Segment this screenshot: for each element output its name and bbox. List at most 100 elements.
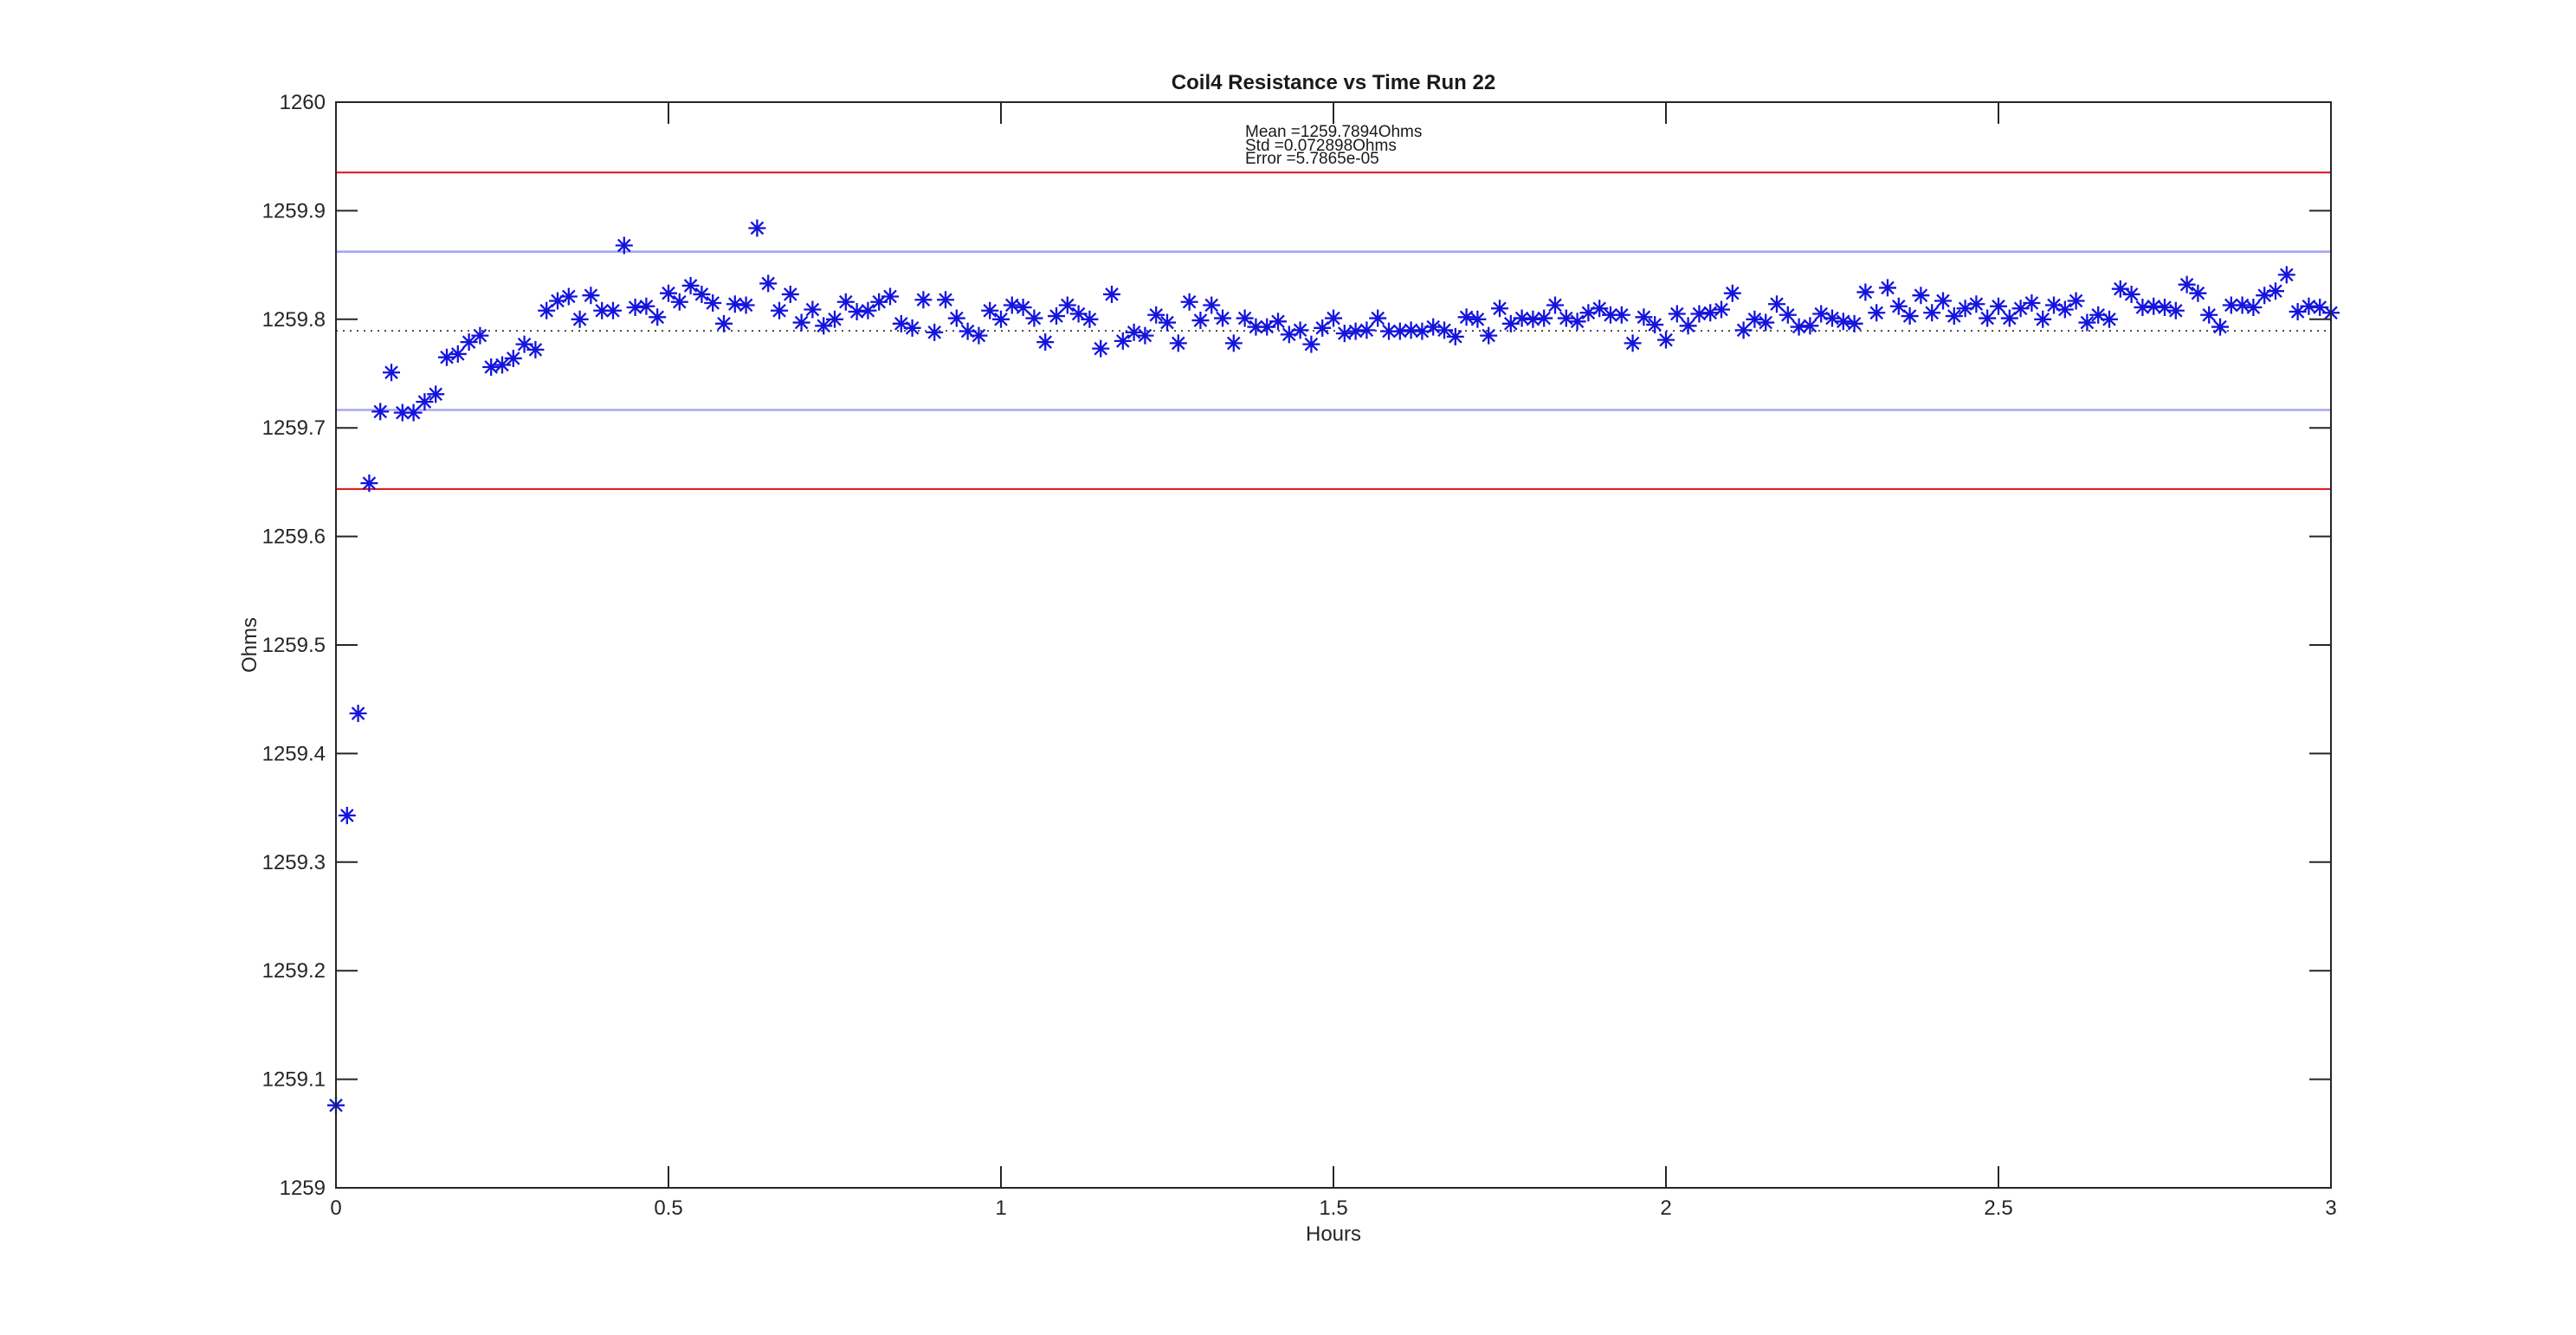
x-tick-label: 2 (1660, 1196, 1671, 1220)
data-point-marker (649, 308, 667, 326)
data-point-marker (526, 340, 545, 358)
x-tick-label: 1 (995, 1196, 1006, 1220)
data-point-marker (1491, 300, 1508, 318)
data-point-marker (2277, 266, 2295, 284)
data-point-marker (2056, 300, 2074, 319)
data-point-marker (970, 326, 988, 345)
data-point-marker (1713, 300, 1730, 319)
data-point-marker (1790, 318, 1808, 336)
data-point-marker (1335, 325, 1353, 343)
data-point-marker (670, 293, 688, 311)
data-point-marker (748, 219, 766, 237)
data-point-marker (604, 301, 623, 319)
x-tick-label: 1.5 (1319, 1196, 1347, 1220)
data-point-marker (2101, 310, 2118, 328)
data-point-marker (1591, 300, 1609, 318)
data-point-marker (482, 358, 500, 376)
data-point-marker (2089, 306, 2108, 324)
data-point-marker (471, 326, 489, 345)
y-tick-label: 1259.8 (262, 308, 326, 332)
data-point-marker (1269, 313, 1287, 331)
x-tick-label: 2.5 (1984, 1196, 2012, 1220)
data-point-marker (1801, 317, 1819, 335)
y-tick-label: 1259.4 (262, 742, 326, 765)
data-point-marker (1579, 304, 1598, 322)
data-point-marker (1934, 292, 1952, 310)
data-point-marker (1136, 326, 1154, 345)
data-point-marker (1346, 322, 1365, 340)
data-point-marker (549, 292, 566, 310)
data-point-marker (2166, 301, 2185, 319)
y-tick-label: 1259.3 (262, 851, 326, 874)
data-point-marker (1036, 333, 1055, 351)
data-point-marker (1501, 314, 1520, 332)
x-axis-label: Hours (1306, 1222, 1361, 1246)
chart-title: Coil4 Resistance vs Time Run 22 (1172, 71, 1495, 94)
data-point-marker (404, 403, 423, 422)
data-point-marker (2000, 309, 2018, 327)
data-point-marker (759, 274, 778, 293)
plot-border (335, 101, 2332, 1189)
data-point-marker (2211, 318, 2229, 336)
data-point-marker (1147, 306, 1165, 324)
data-point-marker (1746, 310, 1764, 328)
data-point-marker (1081, 310, 1099, 328)
data-point-marker (2122, 285, 2140, 303)
data-point-marker (371, 403, 390, 421)
data-point-marker (1979, 309, 1997, 327)
data-point-marker (1446, 327, 1464, 345)
axes-layer (335, 101, 2332, 1189)
data-point-marker (1990, 297, 2007, 315)
data-point-marker (1845, 314, 1863, 332)
data-point-marker (2233, 296, 2251, 314)
data-point-marker (2134, 299, 2152, 317)
y-tick-label: 1259.1 (262, 1068, 326, 1092)
data-point-marker (494, 356, 511, 374)
data-point-marker (1203, 296, 1221, 314)
data-point-marker (2244, 299, 2263, 317)
data-point-marker (1180, 293, 1198, 311)
data-point-marker (2111, 280, 2129, 298)
data-point-marker (1402, 321, 1420, 339)
data-point-marker (981, 301, 999, 319)
data-point-marker (1568, 313, 1586, 331)
data-point-marker (1048, 307, 1065, 326)
x-tick-label: 3 (2325, 1196, 2336, 1220)
data-point-marker (1668, 305, 1686, 323)
data-point-marker (626, 299, 644, 317)
data-point-marker (992, 310, 1010, 328)
data-point-marker (1624, 334, 1642, 352)
data-point-marker (593, 301, 611, 319)
data-point-marker (1701, 304, 1720, 322)
data-point-marker (1247, 318, 1265, 336)
data-point-marker (615, 236, 633, 255)
data-point-marker (1602, 306, 1619, 324)
data-point-marker (859, 301, 877, 319)
data-point-marker (792, 313, 810, 332)
y-tick-label: 1260 (280, 91, 326, 114)
data-point-marker (538, 301, 556, 319)
data-point-marker (1868, 304, 1886, 322)
data-point-marker (1879, 279, 1896, 297)
data-point-marker (1901, 307, 1919, 326)
data-point-marker (1224, 334, 1243, 352)
reference-lines-layer (336, 171, 2331, 490)
data-point-marker (892, 314, 910, 332)
data-point-marker (926, 323, 944, 341)
data-point-marker (1757, 313, 1775, 332)
data-point-marker (1469, 310, 1487, 328)
data-point-marker (637, 297, 655, 315)
data-point-marker (1889, 297, 1908, 315)
data-point-marker (2300, 297, 2318, 315)
data-point-marker (914, 291, 933, 309)
y-tick-label: 1259.6 (262, 526, 326, 549)
data-point-marker (393, 403, 411, 422)
data-point-marker (836, 293, 855, 311)
stats-std-text: Std =0.072898Ohms (1245, 137, 1397, 155)
data-point-marker (582, 287, 600, 305)
data-point-marker (1690, 305, 1708, 323)
data-point-marker (903, 319, 921, 337)
data-point-marker (1457, 308, 1475, 326)
